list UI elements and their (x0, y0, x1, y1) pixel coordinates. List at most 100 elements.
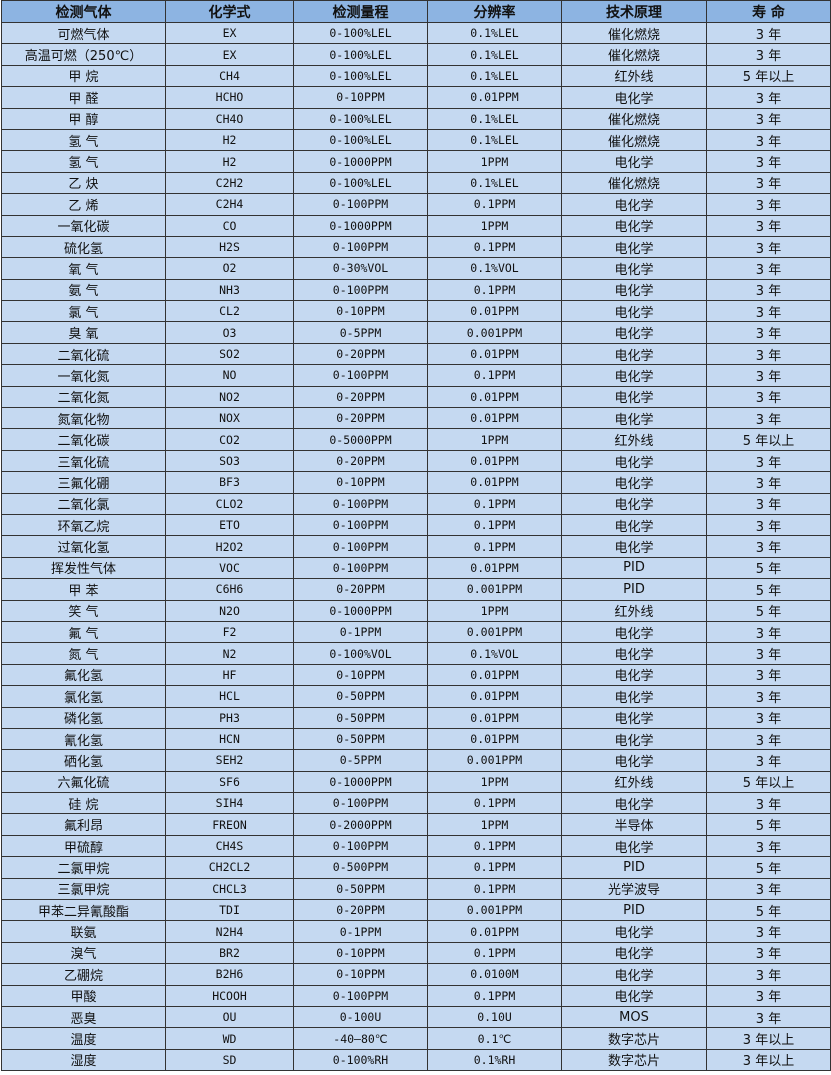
resolution-cell: 0.1%VOL (427, 257, 562, 280)
gas-cell: 溴气 (1, 941, 166, 965)
lifespan-cell: 3 年 (706, 877, 831, 901)
header-lifespan: 寿 命 (706, 0, 831, 23)
formula-cell: HCHO (165, 86, 294, 109)
lifespan-cell: 3 年 (706, 620, 831, 644)
resolution-cell: 0.1%LEL (427, 107, 562, 130)
table-row: 二氧化氯 CLO2 0-100PPM 0.1PPM 电化学 3 年 (1, 492, 831, 515)
resolution-cell: 0.001PPM (427, 578, 562, 601)
resolution-cell: 0.1%LEL (427, 43, 562, 66)
range-cell: 0-50PPM (293, 685, 428, 708)
range-cell: 0-10PPM (293, 86, 428, 109)
principle-cell: 催化燃烧 (561, 107, 707, 130)
range-cell: 0-10PPM (293, 941, 428, 965)
gas-cell: 乙硼烷 (1, 963, 166, 986)
table-row: 硫化氢 H2S 0-100PPM 0.1PPM 电化学 3 年 (1, 235, 831, 259)
principle-cell: 电化学 (561, 749, 707, 772)
range-cell: 0-50PPM (293, 727, 428, 751)
gas-cell: 二氯甲烷 (1, 856, 166, 879)
gas-cell: 二氧化氯 (1, 492, 166, 515)
resolution-cell: 0.001PPM (427, 749, 562, 772)
formula-cell: CHCL3 (165, 877, 294, 901)
formula-cell: O3 (165, 321, 294, 344)
principle-cell: 电化学 (561, 706, 707, 729)
range-cell: 0-50PPM (293, 877, 428, 901)
table-row: 二氧化氮 NO2 0-20PPM 0.01PPM 电化学 3 年 (1, 385, 831, 409)
header-row: 检测气体 化学式 检测量程 分辨率 技术原理 寿 命 (1, 0, 831, 23)
resolution-cell: 0.1PPM (427, 877, 562, 901)
table-row: 氟 气 F2 0-1PPM 0.001PPM 电化学 3 年 (1, 620, 831, 644)
principle-cell: 电化学 (561, 535, 707, 558)
table-row: 氯 气 CL2 0-10PPM 0.01PPM 电化学 3 年 (1, 300, 831, 323)
gas-cell: 氯 气 (1, 300, 166, 323)
gas-cell: 氯化氢 (1, 685, 166, 708)
principle-cell: 电化学 (561, 920, 707, 943)
principle-cell: 红外线 (561, 428, 707, 451)
range-cell: 0-1000PPM (293, 770, 428, 794)
resolution-cell: 0.1%LEL (427, 171, 562, 195)
principle-cell: 红外线 (561, 64, 707, 88)
gas-cell: 甲 烷 (1, 64, 166, 88)
range-cell: 0-20PPM (293, 342, 428, 366)
range-cell: 0-1000PPM (293, 214, 428, 237)
formula-cell: NO (165, 364, 294, 387)
principle-cell: 电化学 (561, 150, 707, 173)
principle-cell: 催化燃烧 (561, 21, 707, 45)
lifespan-cell: 3 年 (706, 1005, 831, 1029)
principle-cell: 催化燃烧 (561, 171, 707, 195)
range-cell: 0-10PPM (293, 471, 428, 494)
principle-cell: 电化学 (561, 620, 707, 644)
gas-cell: 可燃气体 (1, 21, 166, 45)
range-cell: 0-100PPM (293, 364, 428, 387)
resolution-cell: 0.01PPM (427, 86, 562, 109)
principle-cell: 光学波导 (561, 877, 707, 901)
gas-cell: 氰化氢 (1, 727, 166, 751)
table-row: 六氟化硫 SF6 0-1000PPM 1PPM 红外线 5 年以上 (1, 770, 831, 794)
gas-cell: 三氟化硼 (1, 471, 166, 494)
lifespan-cell: 3 年以上 (706, 1048, 831, 1072)
resolution-cell: 0.1PPM (427, 984, 562, 1007)
range-cell: 0-100PPM (293, 984, 428, 1007)
range-cell: 0-100PPM (293, 556, 428, 580)
formula-cell: VOC (165, 556, 294, 580)
gas-cell: 高温可燃（250℃） (1, 43, 166, 66)
header-principle: 技术原理 (561, 0, 707, 23)
resolution-cell: 0.001PPM (427, 321, 562, 344)
principle-cell: 电化学 (561, 407, 707, 430)
range-cell: 0-1000PPM (293, 150, 428, 173)
gas-cell: 臭 氧 (1, 321, 166, 344)
range-cell: 0-100PPM (293, 278, 428, 302)
lifespan-cell: 3 年 (706, 86, 831, 109)
lifespan-cell: 3 年 (706, 941, 831, 965)
formula-cell: H2 (165, 128, 294, 152)
principle-cell: 电化学 (561, 663, 707, 687)
range-cell: 0-2000PPM (293, 813, 428, 836)
table-row: 三氧化硫 SO3 0-20PPM 0.01PPM 电化学 3 年 (1, 449, 831, 473)
gas-cell: 氢 气 (1, 128, 166, 152)
formula-cell: C2H4 (165, 193, 294, 216)
formula-cell: SEH2 (165, 749, 294, 772)
resolution-cell: 1PPM (427, 813, 562, 836)
gas-cell: 环氧乙烷 (1, 513, 166, 537)
formula-cell: SF6 (165, 770, 294, 794)
gas-cell: 甲酸 (1, 984, 166, 1007)
formula-cell: CH4S (165, 834, 294, 858)
formula-cell: NO2 (165, 385, 294, 409)
table-row: 高温可燃（250℃） EX 0-100%LEL 0.1%LEL 催化燃烧 3 年 (1, 43, 831, 66)
gas-cell: 温度 (1, 1027, 166, 1050)
formula-cell: H2 (165, 150, 294, 173)
principle-cell: 电化学 (561, 727, 707, 751)
table-row: 甲 烷 CH4 0-100%LEL 0.1%LEL 红外线 5 年以上 (1, 64, 831, 88)
gas-cell: 硅 烷 (1, 792, 166, 815)
resolution-cell: 0.01PPM (427, 471, 562, 494)
formula-cell: BR2 (165, 941, 294, 965)
table-row: 甲 醇 CH4O 0-100%LEL 0.1%LEL 催化燃烧 3 年 (1, 107, 831, 130)
lifespan-cell: 5 年 (706, 556, 831, 580)
resolution-cell: 0.01PPM (427, 385, 562, 409)
resolution-cell: 0.01PPM (427, 342, 562, 366)
table-row: 可燃气体 EX 0-100%LEL 0.1%LEL 催化燃烧 3 年 (1, 21, 831, 45)
principle-cell: 催化燃烧 (561, 128, 707, 152)
range-cell: 0-100PPM (293, 235, 428, 259)
resolution-cell: 0.1%RH (427, 1048, 562, 1072)
gas-cell: 氮氧化物 (1, 407, 166, 430)
gas-cell: 氧 气 (1, 257, 166, 280)
